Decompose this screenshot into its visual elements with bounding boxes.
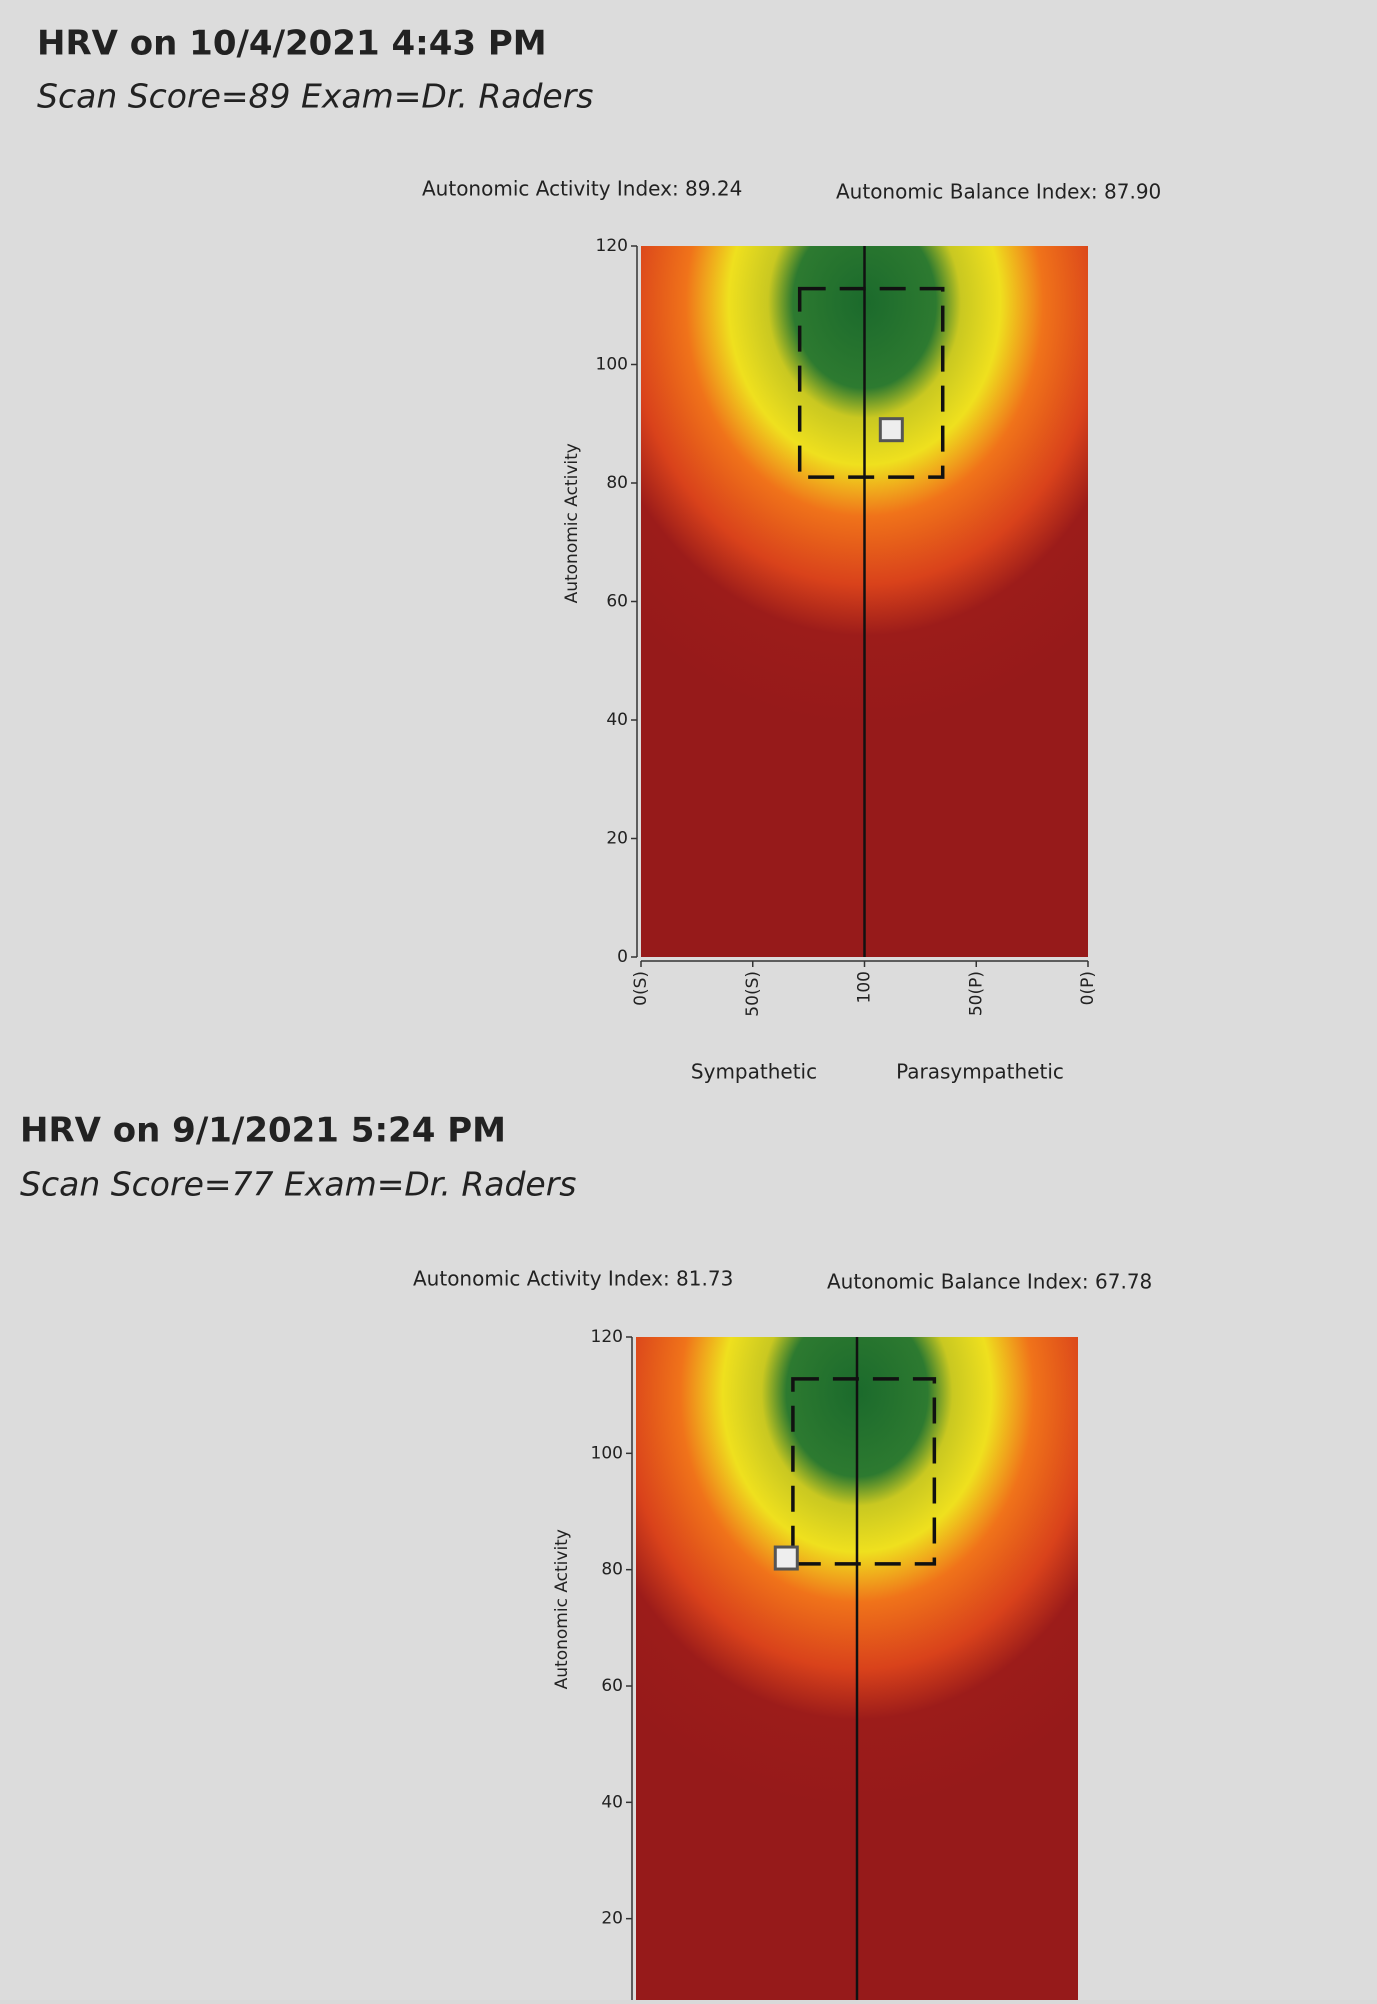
- y-tick-label: 80: [606, 473, 628, 493]
- chart-subtitle: Scan Score=77 Exam=Dr. Raders: [20, 1165, 577, 1204]
- chart-title: HRV on 9/1/2021 5:24 PM: [20, 1111, 506, 1151]
- y-tick-label: 80: [601, 1560, 623, 1580]
- x-tick-label: 100: [855, 971, 875, 1003]
- chart-title: HRV on 10/4/2021 4:43 PM: [37, 24, 547, 64]
- y-tick-label: 20: [606, 829, 628, 849]
- y-axis-label: Autonomic Activity: [552, 1529, 572, 1689]
- target-zone: [791, 1377, 937, 1566]
- annotation: Autonomic Activity Index: 81.73: [413, 1267, 733, 1291]
- score-point: [878, 417, 904, 443]
- y-axis-label: Autonomic Activity: [562, 443, 582, 603]
- annotation: Autonomic Balance Index: 67.78: [827, 1270, 1152, 1294]
- x-tick-label: 50(S): [743, 971, 763, 1017]
- annotation: Autonomic Balance Index: 87.90: [836, 180, 1161, 204]
- y-tick-label: 60: [606, 592, 628, 612]
- y-tick-label: 60: [601, 1676, 623, 1696]
- x-tick-label: 0(S): [631, 971, 651, 1006]
- y-tick-label: 120: [591, 1327, 623, 1347]
- y-tick-label: 20: [601, 1909, 623, 1929]
- y-tick-label: 100: [591, 1443, 623, 1463]
- target-zone: [797, 286, 945, 479]
- x-side-label: Parasympathetic: [896, 1060, 1064, 1084]
- annotation: Autonomic Activity Index: 89.24: [422, 177, 742, 201]
- x-tick-label: 50(P): [966, 971, 986, 1016]
- x-tick-label: 0(P): [1078, 971, 1098, 1005]
- score-point: [773, 1545, 799, 1571]
- y-tick-label: 0: [617, 947, 628, 967]
- y-tick-label: 100: [596, 355, 628, 375]
- x-side-label: Sympathetic: [691, 1060, 817, 1084]
- y-tick-label: 40: [601, 1792, 623, 1812]
- y-tick-label: 40: [606, 710, 628, 730]
- chart-subtitle: Scan Score=89 Exam=Dr. Raders: [37, 77, 594, 116]
- y-tick-label: 120: [596, 236, 628, 256]
